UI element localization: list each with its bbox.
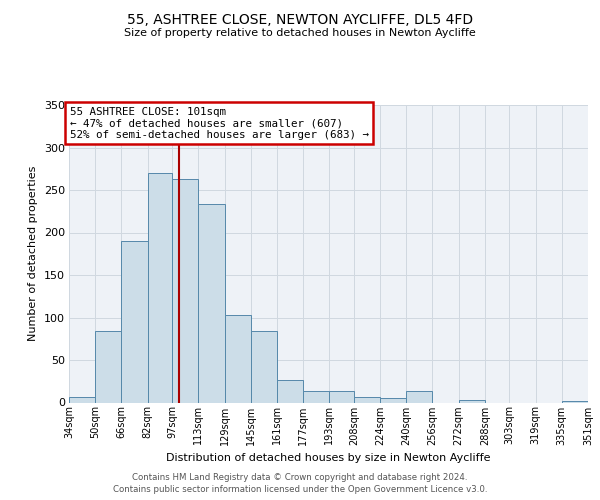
Text: Size of property relative to detached houses in Newton Aycliffe: Size of property relative to detached ho… [124, 28, 476, 38]
Bar [199, 204, 224, 402]
Text: 55 ASHTREE CLOSE: 101sqm
← 47% of detached houses are smaller (607)
52% of semi-: 55 ASHTREE CLOSE: 101sqm ← 47% of detach… [70, 106, 369, 140]
Text: 55, ASHTREE CLOSE, NEWTON AYCLIFFE, DL5 4FD: 55, ASHTREE CLOSE, NEWTON AYCLIFFE, DL5 … [127, 12, 473, 26]
Bar [69, 398, 95, 402]
X-axis label: Distribution of detached houses by size in Newton Aycliffe: Distribution of detached houses by size … [166, 453, 491, 463]
Bar [354, 396, 380, 402]
Text: Contains public sector information licensed under the Open Government Licence v3: Contains public sector information licen… [113, 485, 487, 494]
Bar [251, 331, 277, 402]
Text: Contains HM Land Registry data © Crown copyright and database right 2024.: Contains HM Land Registry data © Crown c… [132, 472, 468, 482]
Bar [329, 390, 354, 402]
Bar [458, 400, 485, 402]
Y-axis label: Number of detached properties: Number of detached properties [28, 166, 38, 342]
Bar [224, 315, 251, 402]
Bar [121, 241, 148, 402]
Bar [380, 398, 406, 402]
Bar [303, 390, 329, 402]
Bar [172, 179, 199, 402]
Bar [148, 173, 172, 402]
Bar [562, 401, 588, 402]
Bar [277, 380, 303, 402]
Bar [95, 331, 121, 402]
Bar [406, 392, 433, 402]
